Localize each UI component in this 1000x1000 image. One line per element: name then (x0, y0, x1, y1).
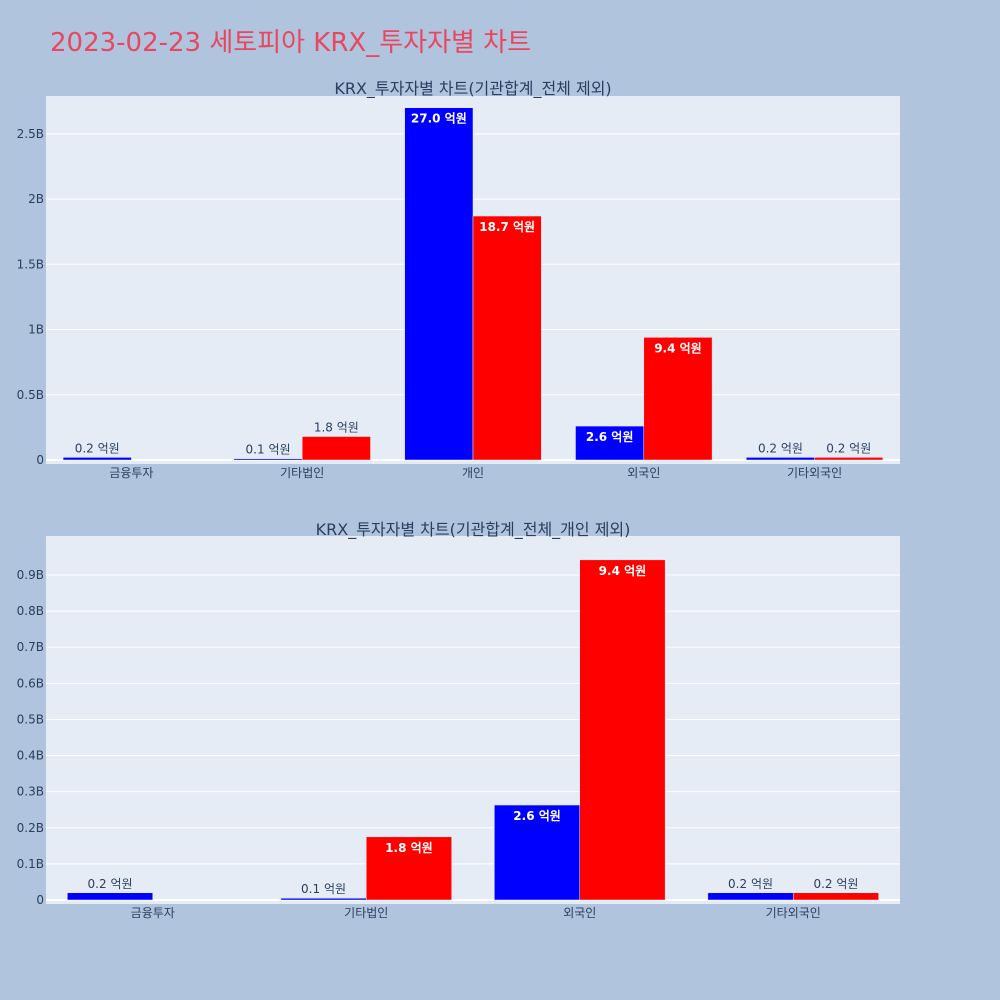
y-tick-label: 0.4B (17, 749, 44, 763)
bar (579, 559, 666, 901)
bar (472, 215, 542, 461)
bar (233, 458, 303, 461)
y-tick-label: 0.7B (17, 640, 44, 654)
y-tick-label: 0.8B (17, 604, 44, 618)
bar (746, 457, 815, 461)
data-label: 0.1 억원 (246, 443, 291, 457)
data-label: 0.2 억원 (728, 877, 773, 891)
x-tick-label: 개인 (462, 466, 484, 480)
bar (366, 836, 452, 901)
y-tick-label: 0.9B (17, 568, 44, 582)
data-label: 9.4 억원 (654, 341, 702, 355)
y-tick-label: 0.1B (17, 857, 44, 871)
bar (814, 457, 884, 461)
bar (301, 436, 371, 461)
y-tick-label: 0.3B (17, 785, 44, 799)
data-label: 2.6 억원 (586, 430, 634, 444)
x-tick-label: 금융투자 (109, 466, 153, 480)
x-tick-label: 기타외국인 (787, 466, 842, 480)
data-label: 1.8 억원 (385, 841, 433, 855)
bar (404, 107, 474, 461)
bar (793, 892, 879, 901)
bar (62, 457, 132, 461)
data-label: 9.4 억원 (599, 564, 647, 578)
data-label: 1.8 억원 (314, 421, 359, 435)
data-label: 18.7 억원 (479, 220, 535, 234)
y-tick-label: 2B (28, 192, 44, 206)
data-label: 0.2 억원 (813, 877, 858, 891)
x-tick-label: 금융투자 (131, 906, 175, 920)
chart-title: KRX_투자자별 차트(기관합계_전체 제외) (334, 79, 611, 99)
y-tick-label: 0.5B (17, 388, 44, 402)
bar (643, 337, 713, 461)
y-tick-label: 0 (36, 453, 44, 467)
x-tick-label: 기타법인 (280, 466, 324, 480)
data-label: 27.0 억원 (411, 112, 467, 126)
y-tick-label: 0.6B (17, 676, 44, 690)
bar (575, 425, 645, 461)
bar (280, 897, 367, 901)
y-tick-label: 1B (28, 323, 44, 337)
y-tick-label: 1.5B (17, 257, 44, 271)
data-label: 2.6 억원 (513, 809, 561, 823)
x-tick-label: 외국인 (563, 906, 596, 920)
bar (494, 804, 581, 901)
chart-title: KRX_투자자별 차트(기관합계_전체_개인 제외) (316, 520, 631, 540)
data-label: 0.2 억원 (88, 877, 133, 891)
y-tick-label: 0 (36, 893, 44, 907)
page-title: 2023-02-23 세토피아 KRX_투자자별 차트 (50, 28, 532, 58)
y-tick-label: 0.2B (17, 821, 44, 835)
x-tick-label: 기타법인 (344, 906, 388, 920)
data-label: 0.2 억원 (75, 441, 120, 455)
bar (67, 892, 153, 901)
plot-area (46, 536, 900, 904)
bar (707, 892, 794, 901)
x-tick-label: 외국인 (627, 466, 660, 480)
y-tick-label: 0.5B (17, 712, 44, 726)
data-label: 0.1 억원 (301, 882, 346, 896)
x-tick-label: 기타외국인 (766, 906, 821, 920)
y-tick-label: 2.5B (17, 127, 44, 141)
data-label: 0.2 억원 (826, 441, 871, 455)
data-label: 0.2 억원 (758, 441, 803, 455)
